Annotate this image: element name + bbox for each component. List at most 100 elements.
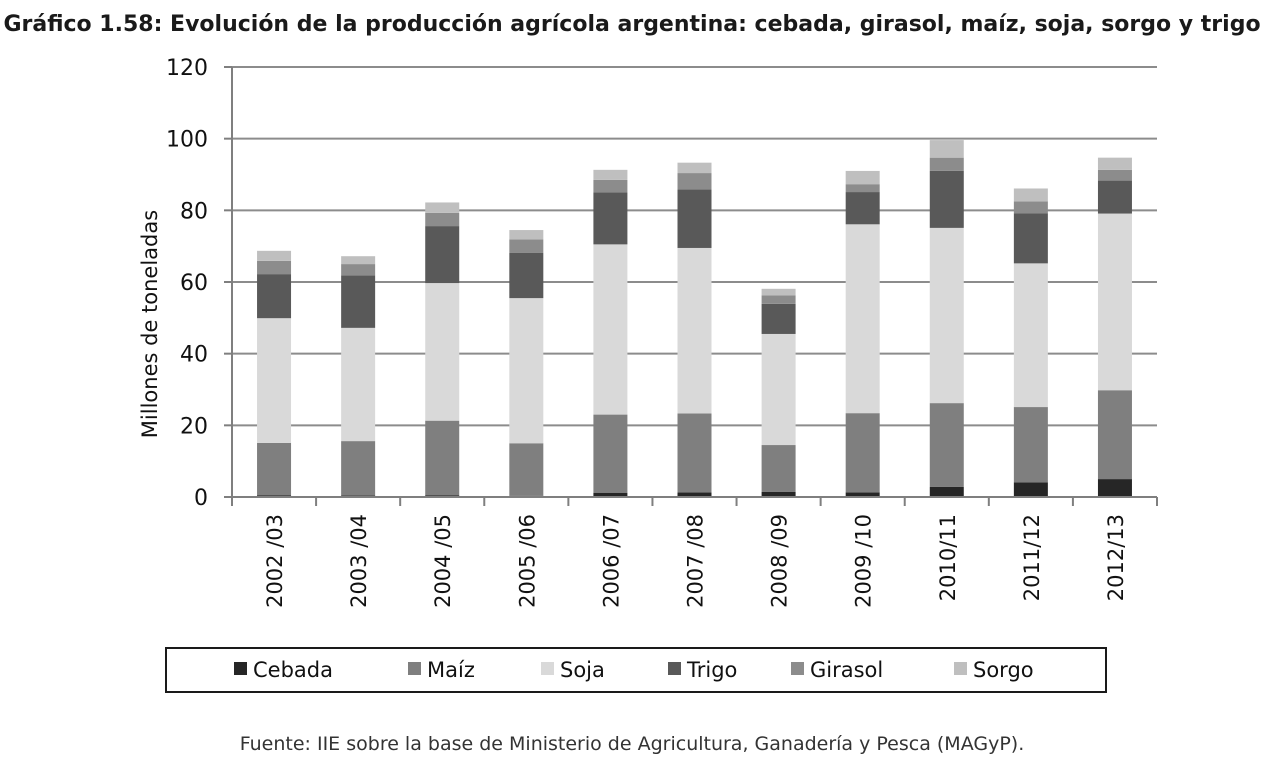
- bar-segment-soja: [1013, 263, 1048, 408]
- bar-segment-girasol: [1097, 169, 1132, 181]
- bar-segment-trigo: [425, 226, 460, 284]
- y-tick-label: 80: [180, 199, 208, 224]
- legend-box: [165, 647, 1107, 693]
- y-tick-label: 40: [180, 343, 208, 368]
- bar-segment-cebada: [761, 491, 796, 497]
- legend-swatch: [954, 662, 967, 675]
- bar-segment-cebada: [929, 486, 964, 497]
- bar-segment-trigo: [593, 192, 628, 245]
- axes: [231, 67, 1158, 506]
- bar-segment-soja: [761, 333, 796, 446]
- bar-segment-sorgo: [425, 202, 460, 213]
- bar-segment-soja: [845, 224, 880, 414]
- bar-segment-sorgo: [929, 140, 964, 158]
- bar-segment-maiz: [593, 414, 628, 493]
- bar-segment-trigo: [1097, 180, 1132, 214]
- bars: [257, 140, 1132, 497]
- x-tick-label: 2007 /08: [684, 514, 708, 608]
- bar-segment-cebada: [677, 492, 712, 497]
- y-tick-labels: 0 20 40 60 80 100 120: [166, 56, 208, 511]
- bar-segment-sorgo: [761, 288, 796, 296]
- legend-label: Sorgo: [973, 658, 1034, 682]
- legend-label: Maíz: [427, 658, 475, 682]
- bar-segment-trigo: [761, 303, 796, 334]
- y-axis-label: Millones de toneladas: [138, 210, 162, 438]
- bar-segment-soja: [1097, 213, 1132, 391]
- y-tick-label: 0: [194, 486, 208, 511]
- bar-segment-trigo: [257, 274, 292, 319]
- bar-segment-sorgo: [1013, 188, 1048, 202]
- x-tick-labels: 2002 /03 2003 /04 2004 /05 2005 /06 2006 /07…: [263, 514, 1128, 608]
- y-tick-label: 100: [166, 128, 208, 153]
- legend-label: Girasol: [810, 658, 883, 682]
- bar-segment-girasol: [1013, 201, 1048, 214]
- legend-label: Trigo: [686, 658, 737, 682]
- legend-swatch: [668, 662, 681, 675]
- bar-segment-sorgo: [845, 170, 880, 185]
- x-tick-label: 2008 /09: [768, 514, 792, 608]
- bar-segment-girasol: [677, 173, 712, 190]
- legend-swatch: [234, 662, 247, 675]
- legend-swatch: [541, 662, 554, 675]
- stacked-bar-chart: 0 20 40 60 80 100 120 2002 /03 2003 /04 2004 /05…: [138, 56, 1158, 693]
- bar-segment-sorgo: [1097, 157, 1132, 170]
- legend-swatch: [408, 662, 421, 675]
- bar-segment-maiz: [1097, 390, 1132, 480]
- x-tick-label: 2005 /06: [515, 514, 539, 608]
- x-tick-label: 2009 /10: [852, 514, 876, 608]
- legend-label: Soja: [560, 658, 605, 682]
- bar-segment-cebada: [1097, 479, 1132, 497]
- chart-title: Gráfico 1.58: Evolución de la producción…: [3, 12, 1261, 37]
- bar-segment-trigo: [929, 170, 964, 228]
- bar-segment-cebada: [845, 492, 880, 497]
- bar-segment-sorgo: [341, 256, 376, 265]
- bar-segment-soja: [677, 247, 712, 414]
- bar-segment-girasol: [509, 239, 544, 253]
- bar-segment-maiz: [425, 420, 460, 496]
- bar-segment-girasol: [845, 184, 880, 193]
- x-tick-label: 2010/11: [936, 514, 960, 601]
- bar-segment-trigo: [1013, 213, 1048, 264]
- bar-segment-maiz: [761, 445, 796, 492]
- bar-segment-maiz: [845, 413, 880, 493]
- bar-segment-cebada: [1013, 482, 1048, 497]
- bar-segment-soja: [509, 298, 544, 444]
- bar-segment-maiz: [341, 441, 376, 496]
- x-tick-label: 2003 /04: [347, 514, 371, 608]
- bar-segment-girasol: [425, 212, 460, 227]
- bar-segment-maiz: [509, 443, 544, 496]
- y-tick-label: 20: [180, 414, 208, 439]
- x-tick-label: 2002 /03: [263, 514, 287, 608]
- x-tick-label: 2006 /07: [599, 514, 623, 608]
- x-tick-label: 2004 /05: [431, 514, 455, 608]
- bar-segment-soja: [341, 327, 376, 442]
- bar-segment-girasol: [593, 179, 628, 193]
- bar-segment-maiz: [257, 442, 292, 496]
- x-tick-label: 2012/13: [1104, 514, 1128, 601]
- bar-segment-trigo: [677, 189, 712, 248]
- bar-segment-soja: [257, 318, 292, 443]
- bar-segment-maiz: [677, 413, 712, 493]
- bar-segment-girasol: [761, 295, 796, 304]
- legend-label: Cebada: [253, 658, 333, 682]
- bar-segment-trigo: [509, 252, 544, 299]
- y-tick-label: 60: [180, 271, 208, 296]
- bar-segment-soja: [929, 227, 964, 404]
- bar-segment-trigo: [845, 192, 880, 225]
- x-tick-label: 2011/12: [1020, 514, 1044, 601]
- bar-segment-soja: [593, 244, 628, 415]
- bar-segment-soja: [425, 283, 460, 421]
- y-tick-label: 120: [166, 56, 208, 81]
- source-note: Fuente: IIE sobre la base de Ministerio …: [239, 733, 1025, 755]
- bar-segment-sorgo: [677, 162, 712, 174]
- bar-segment-cebada: [593, 492, 628, 497]
- bar-segment-sorgo: [593, 169, 628, 180]
- bar-segment-maiz: [1013, 407, 1048, 483]
- legend-swatch: [791, 662, 804, 675]
- legend: Cebada Maíz Soja Trigo Girasol Sorgo: [165, 647, 1107, 693]
- bar-segment-trigo: [341, 275, 376, 328]
- bar-segment-girasol: [257, 260, 292, 275]
- bar-segment-sorgo: [257, 250, 292, 261]
- bar-segment-girasol: [929, 157, 964, 171]
- bar-segment-maiz: [929, 403, 964, 487]
